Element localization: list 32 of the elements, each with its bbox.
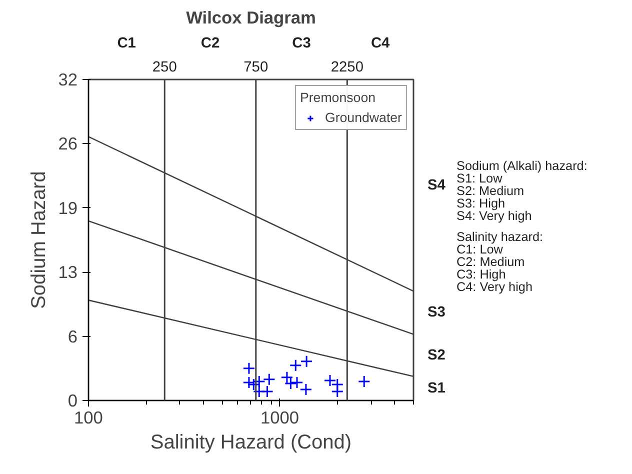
x-tick-label: 100 (74, 408, 103, 428)
ref-line-label: 250 (152, 60, 177, 76)
y-tick-label: 13 (58, 262, 78, 282)
text: C2 (200, 36, 220, 52)
text: Sodium (Alkali) hazard: (456, 159, 588, 174)
x-tick-label: 1000 (260, 408, 300, 428)
y-tick-label: 0 (68, 390, 78, 410)
y-tick-label: 26 (58, 134, 78, 154)
chart-title: Wilcox Diagram (186, 8, 316, 28)
y-axis-title: Sodium Hazard (28, 171, 50, 309)
legend-title: Premonsoon (300, 90, 377, 105)
legend-label: Groundwater (324, 110, 402, 125)
text: S2: Medium (456, 184, 524, 198)
text: C4 (370, 36, 391, 52)
text: S3: High (456, 196, 506, 211)
text: S4: Very high (456, 209, 532, 224)
text: Salinity hazard: (456, 230, 544, 244)
text: S1: Low (456, 172, 504, 186)
y-tick-label: 32 (58, 70, 78, 90)
text: C3 (292, 36, 311, 52)
y-tick-label: 19 (58, 198, 78, 218)
text: S2 (428, 347, 446, 364)
ref-line-label: 2250 (330, 60, 364, 76)
text: S1 (428, 380, 446, 396)
text: S4 (428, 177, 446, 194)
x-axis-title: Salinity Hazard (Cond) (150, 432, 352, 454)
y-tick-label: 6 (68, 326, 78, 346)
text: C2: Medium (456, 254, 525, 269)
text: C3: High (456, 267, 506, 282)
text: C1 (117, 36, 136, 52)
ref-line-label: 750 (244, 60, 268, 76)
text: S3 (428, 304, 446, 321)
